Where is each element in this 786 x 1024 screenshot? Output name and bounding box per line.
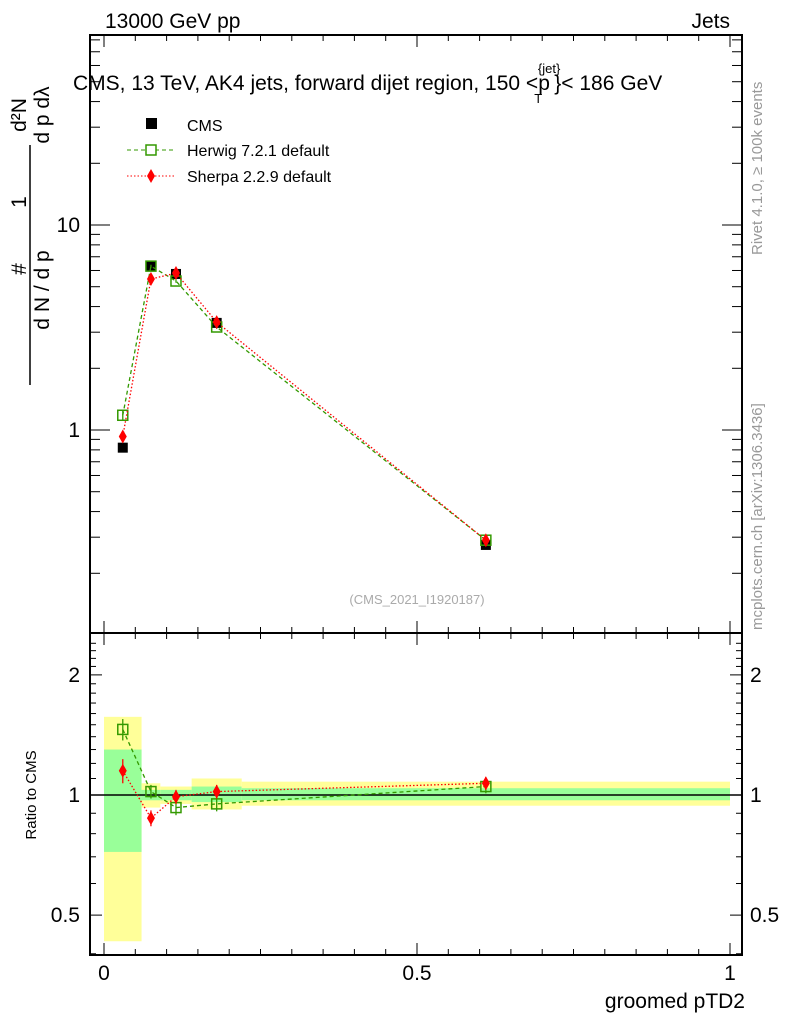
ratio-herwig-point <box>117 723 129 736</box>
ratio-frame <box>89 632 743 956</box>
legend-sherpa-marker <box>147 169 155 183</box>
herwig-point <box>117 409 129 422</box>
legend-herwig-label: Herwig 7.2.1 default <box>187 143 330 160</box>
x-tick-label: 0.5 <box>402 962 431 985</box>
ratio-herwig-line <box>122 729 486 809</box>
ratio-y-tick-label-right: 1 <box>750 784 762 807</box>
analysis-id: (CMS_2021_I1920187) <box>349 592 484 607</box>
svg-text:d N / d p: d N / d p <box>31 250 54 329</box>
ratio-y-tick-label-right: 2 <box>750 664 762 687</box>
legend-sherpa-label: Sherpa 2.2.9 default <box>187 169 332 186</box>
band-stat <box>241 788 730 801</box>
ratio-sherpa-point <box>146 811 155 826</box>
sherpa-point <box>481 533 490 548</box>
ratio-y-tick-label: 1 <box>68 784 80 807</box>
x-tick-label: 1 <box>724 962 736 985</box>
x-axis-label: groomed pTD2 <box>605 990 745 1013</box>
herwig-point <box>145 260 157 272</box>
ratio-ylabel: Ratio to CMS <box>23 750 40 839</box>
ratio-y-tick-label: 2 <box>68 664 80 687</box>
ratio-y-tick-label: 0.5 <box>51 904 80 927</box>
y-tick-label: 10 <box>57 214 80 237</box>
y-tick-label: 1 <box>68 419 80 442</box>
mcplots-credit: mcplots.cern.ch [arXiv:1306.3436] <box>749 403 766 630</box>
ratio-y-tick-label-right: 0.5 <box>750 904 779 927</box>
ratio-sherpa-point <box>118 763 127 778</box>
legend-herwig-marker <box>145 144 157 156</box>
svg-text:#: # <box>8 263 31 275</box>
sherpa-point <box>212 315 221 330</box>
svg-text:d p dλ: d p dλ <box>31 86 54 144</box>
legend-cms-marker <box>146 118 157 129</box>
sherpa-point <box>171 266 180 281</box>
sherpa-point <box>118 429 127 444</box>
header-left: 13000 GeV pp <box>105 10 240 33</box>
rivet-version: Rivet 4.1.0, ≥ 100k events <box>749 82 766 255</box>
svg-text:d²N: d²N <box>8 98 31 132</box>
ratio-sherpa-point <box>212 784 221 799</box>
main-ylabel: # 1 d N / d p d²N d p dλ <box>8 86 54 385</box>
plot-title: CMS, 13 TeV, AK4 jets, forward dijet reg… <box>73 61 662 106</box>
herwig-line <box>122 265 487 541</box>
ratio-sherpa-point <box>481 776 490 791</box>
axis-ticks: 0 0.5 1 1 10 0.5 0.5 1 1 2 2 <box>51 35 779 985</box>
legend: CMS Herwig 7.2.1 default Sherpa 2.2.9 de… <box>127 118 332 186</box>
ratio-herwig-point <box>210 798 223 810</box>
ratio-bands <box>104 716 730 942</box>
header-right: Jets <box>691 10 730 33</box>
cms-point <box>117 442 128 453</box>
ratio-herwig-point <box>145 785 157 798</box>
sherpa-point <box>146 272 155 287</box>
ratio-sherpa-point <box>171 789 180 804</box>
legend-cms-label: CMS <box>187 118 223 135</box>
data-marks <box>117 260 492 827</box>
sherpa-line <box>122 272 487 541</box>
x-tick-label: 0 <box>98 962 110 985</box>
svg-text:1: 1 <box>8 196 31 208</box>
